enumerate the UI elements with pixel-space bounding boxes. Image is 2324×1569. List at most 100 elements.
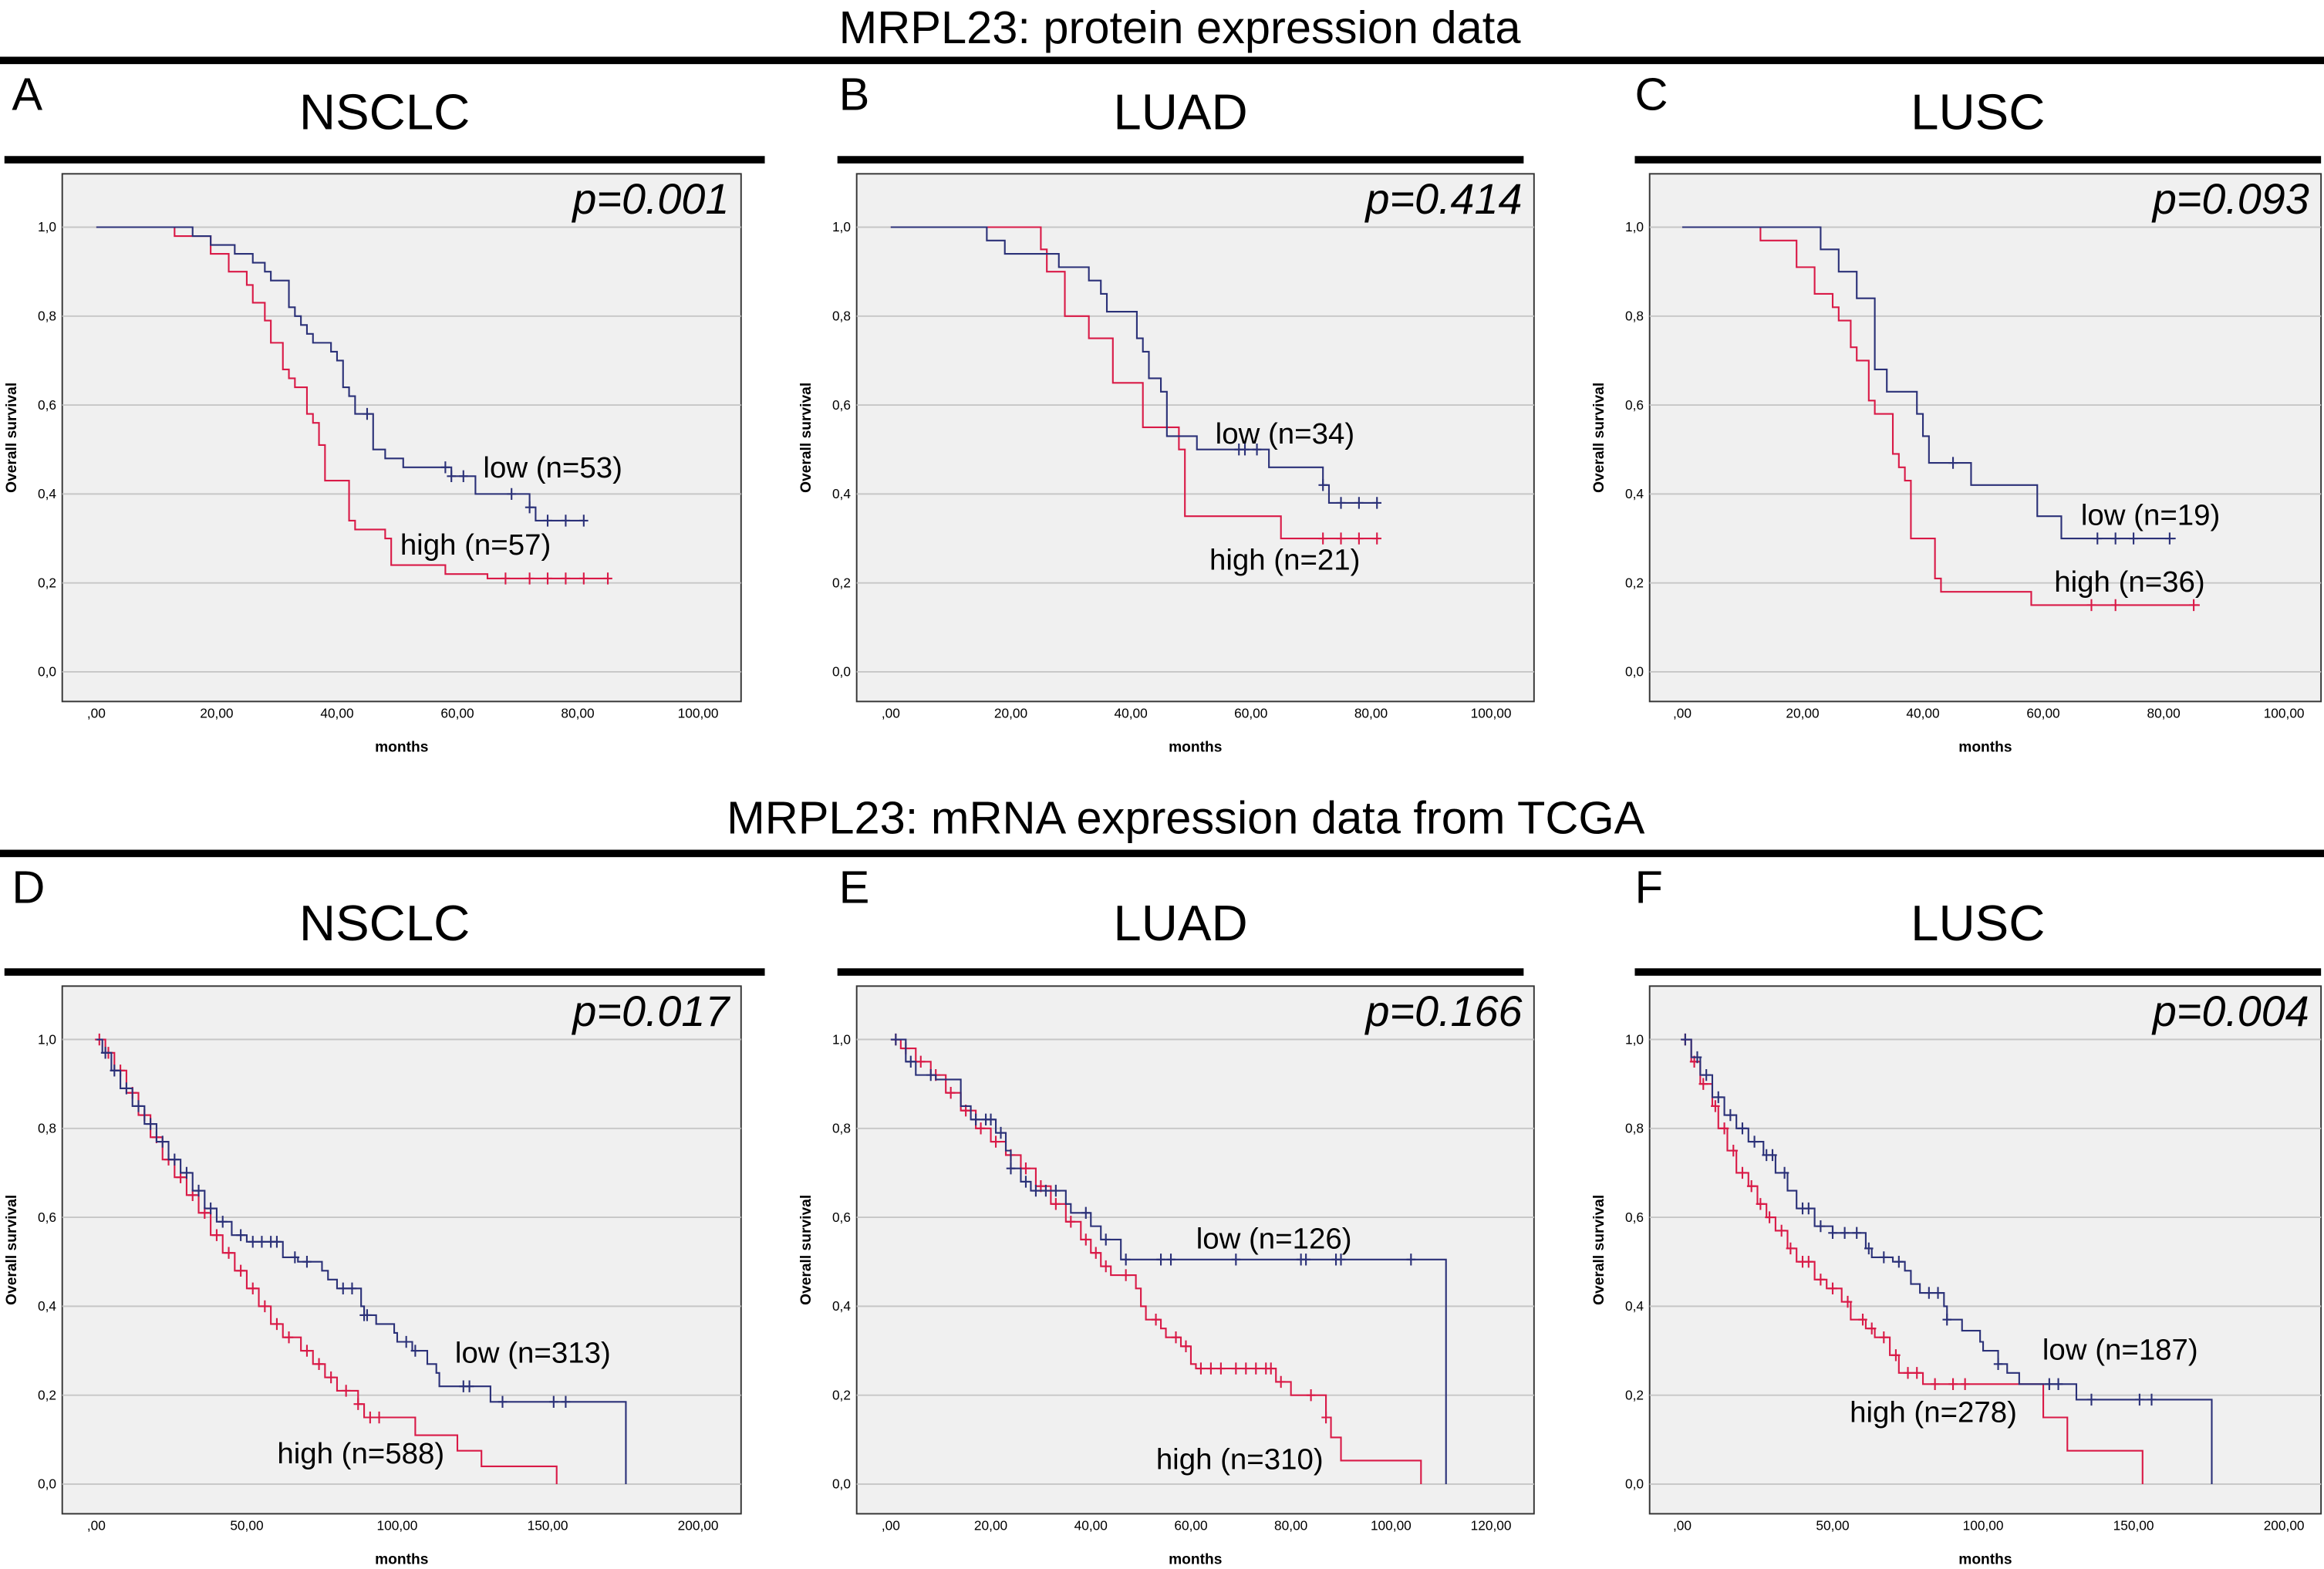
survival-curve-low [96, 226, 584, 522]
censor-mark-low [1828, 1227, 1837, 1239]
censor-mark-low [194, 1184, 204, 1197]
censor-mark-low [1252, 444, 1262, 456]
censor-mark-high [1879, 1331, 1889, 1344]
censor-mark-low [401, 1335, 411, 1348]
section-divider-mrna [0, 849, 2324, 858]
censor-mark-low [1301, 1254, 1310, 1266]
p-value: p=0.017 [571, 987, 730, 1035]
censor-mark-high [1776, 1224, 1786, 1237]
panel-letter: F [1634, 862, 1662, 913]
censor-mark-low [1156, 1254, 1165, 1266]
censor-mark-low [579, 515, 589, 527]
legend-label-high: high (n=21) [1209, 543, 1360, 576]
censor-mark-high [1786, 1242, 1796, 1255]
y-axis-label: Overall survival [4, 1195, 20, 1305]
censor-mark-high [1206, 1362, 1216, 1375]
panel-c: C LUSC 0,0 0,2 0,4 0,6 0,8 1,0 ,00 20,00 40,00 60,0… [1591, 69, 2322, 756]
section-title-mrna: MRPL23: mRNA expression data from TCGA [727, 791, 1645, 843]
x-axis-label: months [1958, 1552, 2012, 1568]
censor-mark-high [1711, 1100, 1720, 1112]
x-tick-label: ,00 [882, 1518, 900, 1534]
censor-mark-low [1101, 1233, 1111, 1246]
y-tick-label: 0,2 [1625, 1387, 1644, 1402]
censor-mark-low [1031, 1184, 1041, 1197]
legend-label-low: low (n=34) [1216, 417, 1354, 450]
x-tick-label: 60,00 [440, 706, 474, 721]
y-tick-label: 0,6 [38, 1210, 56, 1225]
censor-mark-low [1081, 1206, 1091, 1220]
x-tick-label: 20,00 [1786, 706, 1819, 721]
y-tick-label: 0,2 [38, 575, 56, 590]
y-tick-label: 0,2 [832, 575, 851, 590]
x-tick-label: 120,00 [1471, 1518, 1512, 1534]
y-tick-label: 0,0 [1625, 1476, 1644, 1492]
y-tick-label: 0,8 [1625, 309, 1644, 324]
x-axis-label: months [375, 740, 428, 756]
censor-mark-low [257, 1236, 267, 1248]
censor-mark-high [1816, 1274, 1826, 1286]
y-tick-label: 0,4 [832, 1298, 851, 1314]
censor-mark-high [1843, 1295, 1853, 1308]
censor-mark-low [1318, 479, 1327, 491]
censor-mark-low [1231, 1254, 1241, 1266]
y-tick-label: 0,8 [1625, 1121, 1644, 1136]
y-tick-label: 0,2 [832, 1387, 851, 1402]
censor-mark-low [363, 407, 372, 420]
censor-mark-low [1714, 1091, 1723, 1104]
x-tick-label: 40,00 [320, 706, 353, 721]
x-tick-label: 20,00 [994, 706, 1027, 721]
censor-mark-low [2093, 532, 2103, 545]
p-value: p=0.166 [1364, 987, 1522, 1035]
censor-mark-low [1681, 1033, 1690, 1046]
y-tick-label: 0,6 [38, 397, 56, 413]
censor-mark-low [1894, 1256, 1904, 1268]
censor-mark-high [1181, 1340, 1191, 1352]
y-tick-label: 0,0 [1625, 664, 1644, 680]
censor-mark-low [1336, 1254, 1346, 1266]
panel-b: B LUAD 0,0 0,2 0,4 0,6 0,8 1,0 ,00 20,00 40,00 60,0… [798, 69, 1535, 756]
censor-mark-low [549, 1395, 558, 1409]
x-axis-label: months [1169, 1552, 1222, 1568]
censor-mark-low [1840, 1227, 1850, 1239]
y-axis-label: Overall survival [1591, 1195, 1607, 1305]
legend-label-low: low (n=187) [2042, 1334, 2198, 1367]
censor-mark-high [1960, 1378, 1970, 1390]
censor-mark-low [447, 470, 456, 483]
censor-mark-high [1266, 1362, 1276, 1375]
censor-mark-low [1006, 1162, 1016, 1175]
censor-mark-high [1738, 1166, 1747, 1179]
censor-mark-low [561, 515, 571, 527]
plot-area [1648, 173, 2322, 703]
y-tick-label: 0,8 [38, 309, 56, 324]
panel-title: NSCLC [299, 895, 470, 951]
censor-mark-high [1336, 532, 1346, 545]
censor-mark-low [248, 1236, 258, 1248]
censor-mark-low [561, 1395, 571, 1409]
censor-mark-high [341, 1385, 351, 1397]
censor-mark-high [2086, 599, 2096, 612]
x-tick-label: 150,00 [2113, 1518, 2154, 1534]
panel-title-underline [837, 968, 1524, 976]
censor-mark-high [374, 1411, 384, 1424]
censor-mark-high [1891, 1349, 1901, 1361]
censor-mark-low [906, 1055, 916, 1068]
panel-letter: D [12, 862, 45, 913]
censor-mark-high [1021, 1162, 1030, 1175]
panel-letter: B [839, 69, 870, 120]
panel-a: A NSCLC 0,0 0,2 0,4 0,6 0,8 1,0 ,00 20,00 40,00 60,… [4, 69, 765, 756]
censor-mark-low [1121, 1254, 1131, 1266]
censor-mark-low [410, 1345, 420, 1357]
censor-mark-high [314, 1358, 324, 1371]
censor-mark-high [1698, 1078, 1708, 1090]
legend-label-low: low (n=313) [455, 1336, 611, 1369]
censor-mark-high [1051, 1198, 1061, 1210]
censor-mark-low [464, 1380, 474, 1392]
y-tick-label: 0,4 [1625, 1298, 1644, 1314]
y-tick-label: 0,4 [38, 486, 56, 501]
censor-mark-high [302, 1345, 312, 1357]
censor-mark-low [110, 1065, 120, 1077]
legend-label-high: high (n=310) [1156, 1443, 1324, 1476]
censor-mark-low [1942, 1313, 1951, 1326]
x-tick-label: ,00 [882, 706, 900, 721]
x-tick-label: 50,00 [230, 1518, 263, 1534]
